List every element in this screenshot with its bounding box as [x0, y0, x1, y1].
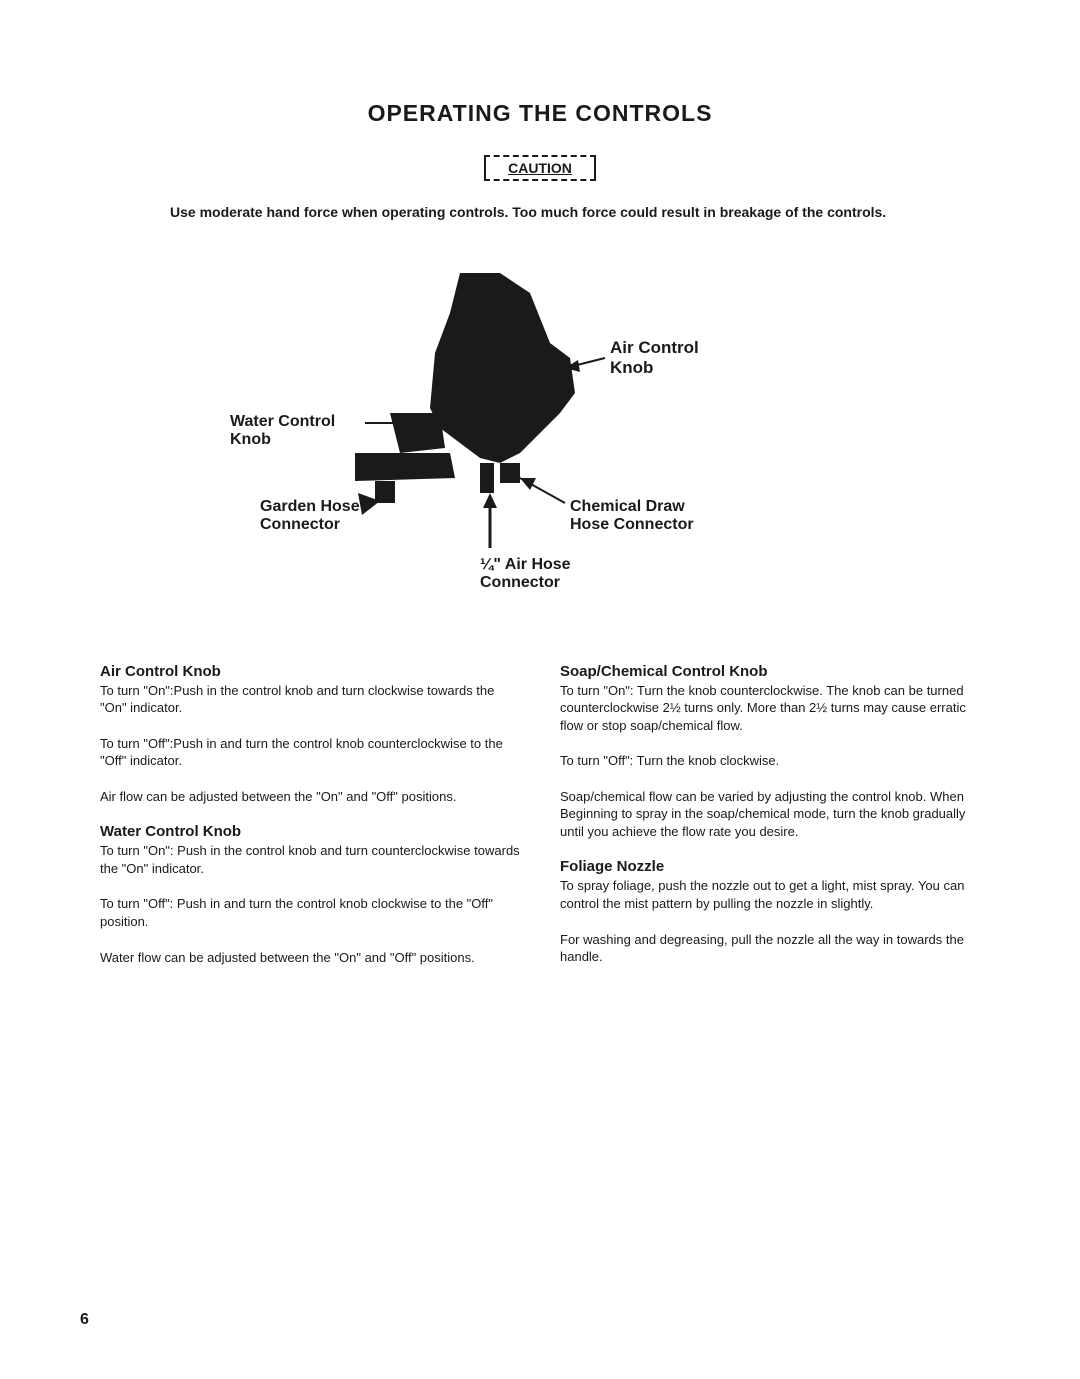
heading-foliage-nozzle: Foliage Nozzle: [560, 858, 980, 875]
heading-soap-chemical: Soap/Chemical Control Knob: [560, 663, 980, 680]
label-text: Garden Hose: [260, 498, 360, 515]
label-text: Connector: [480, 574, 560, 591]
paragraph: To turn "On":Push in the control knob an…: [100, 682, 520, 717]
page-title: OPERATING THE CONTROLS: [100, 100, 980, 127]
paragraph: Soap/chemical flow can be varied by adju…: [560, 788, 980, 841]
paragraph: To turn "Off": Push in and turn the cont…: [100, 895, 520, 930]
paragraph: To turn "On": Push in the control knob a…: [100, 842, 520, 877]
paragraph: To turn "On": Turn the knob counterclock…: [560, 682, 980, 735]
label-water-control: Water Control Knob: [230, 413, 335, 449]
paragraph: To turn "Off": Turn the knob clockwise.: [560, 752, 980, 770]
paragraph: For washing and degreasing, pull the noz…: [560, 931, 980, 966]
label-text: Knob: [610, 358, 653, 377]
product-diagram: Water Control Knob Garden Hose Connector…: [100, 253, 980, 613]
label-garden-hose: Garden Hose Connector: [260, 498, 360, 534]
right-column: Soap/Chemical Control Knob To turn "On":…: [560, 663, 980, 984]
paragraph: To turn "Off":Push in and turn the contr…: [100, 735, 520, 770]
paragraph: Water flow can be adjusted between the "…: [100, 949, 520, 967]
caution-box: CAUTION: [100, 155, 980, 181]
page-number: 6: [80, 1311, 89, 1329]
label-air-hose: ¼" Air Hose Connector: [480, 556, 571, 592]
text-columns: Air Control Knob To turn "On":Push in th…: [100, 663, 980, 984]
left-column: Air Control Knob To turn "On":Push in th…: [100, 663, 520, 984]
caution-label: CAUTION: [484, 155, 596, 181]
label-text: Chemical Draw: [570, 498, 685, 515]
label-text: Water Control: [230, 413, 335, 430]
label-text: Air Control: [610, 338, 699, 357]
paragraph: To spray foliage, push the nozzle out to…: [560, 877, 980, 912]
label-text: Connector: [260, 516, 340, 533]
label-chemical-draw: Chemical Draw Hose Connector: [570, 498, 694, 534]
label-air-control: Air Control Knob: [610, 338, 699, 378]
heading-air-control: Air Control Knob: [100, 663, 520, 680]
warning-text: Use moderate hand force when operating c…: [170, 203, 910, 223]
heading-water-control: Water Control Knob: [100, 823, 520, 840]
label-text: Knob: [230, 431, 271, 448]
paragraph: Air flow can be adjusted between the "On…: [100, 788, 520, 806]
label-text: ¼" Air Hose: [480, 556, 571, 573]
label-text: Hose Connector: [570, 516, 694, 533]
